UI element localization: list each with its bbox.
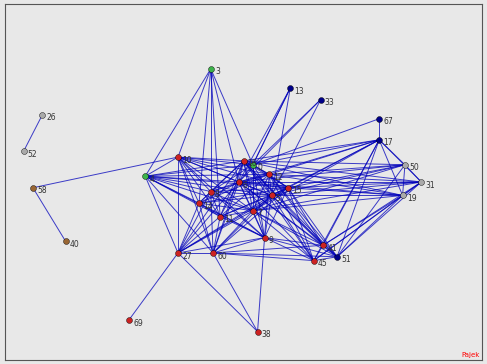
Text: 9: 9 xyxy=(269,236,274,245)
Text: 33: 33 xyxy=(325,98,335,107)
Text: 60: 60 xyxy=(217,252,227,261)
Point xyxy=(417,179,425,185)
Text: 5: 5 xyxy=(276,194,281,203)
Point xyxy=(240,158,247,164)
Point xyxy=(284,185,292,191)
Point xyxy=(265,171,273,177)
Point xyxy=(125,317,133,323)
Point xyxy=(261,235,268,241)
Text: 15: 15 xyxy=(292,186,302,195)
Point xyxy=(249,208,257,214)
Text: 16: 16 xyxy=(248,159,257,169)
Text: 11: 11 xyxy=(225,215,234,224)
Text: 4: 4 xyxy=(150,175,154,184)
Point xyxy=(268,193,276,198)
Point xyxy=(310,258,318,264)
Point xyxy=(399,193,407,198)
Point xyxy=(207,66,215,72)
Point xyxy=(207,189,215,194)
Point xyxy=(333,254,341,260)
Text: 17: 17 xyxy=(383,138,393,147)
Text: 0: 0 xyxy=(257,163,262,172)
Text: 19: 19 xyxy=(407,194,416,203)
Point xyxy=(401,162,409,168)
Point xyxy=(317,96,325,102)
Text: 52: 52 xyxy=(28,150,37,159)
Point xyxy=(29,185,37,191)
Text: 13: 13 xyxy=(295,87,304,96)
Text: 69: 69 xyxy=(133,318,143,328)
Text: 14: 14 xyxy=(203,202,213,211)
Text: 12: 12 xyxy=(273,173,283,182)
Point xyxy=(209,250,217,256)
Text: 67: 67 xyxy=(383,117,393,126)
Point xyxy=(216,214,224,219)
Point xyxy=(174,250,182,256)
Text: 3: 3 xyxy=(215,67,220,76)
Point xyxy=(375,137,383,143)
Text: Pajek: Pajek xyxy=(461,352,480,359)
Text: 8: 8 xyxy=(215,190,220,199)
Text: 58: 58 xyxy=(37,186,47,195)
Point xyxy=(319,242,327,248)
Text: 7: 7 xyxy=(257,209,262,218)
Text: 26: 26 xyxy=(46,114,56,122)
Point xyxy=(375,116,383,122)
Text: 6: 6 xyxy=(243,181,248,190)
Point xyxy=(19,149,27,154)
Text: 50: 50 xyxy=(409,163,419,172)
Point xyxy=(38,112,46,118)
Point xyxy=(141,173,149,179)
Point xyxy=(286,85,294,91)
Text: 51: 51 xyxy=(341,256,351,264)
Text: 27: 27 xyxy=(182,252,192,261)
Point xyxy=(174,154,182,160)
Text: 40: 40 xyxy=(70,240,79,249)
Point xyxy=(195,200,203,206)
Text: 38: 38 xyxy=(262,330,271,339)
Point xyxy=(249,162,257,168)
Point xyxy=(235,179,243,185)
Point xyxy=(254,329,262,335)
Text: 41: 41 xyxy=(327,244,337,253)
Text: 10: 10 xyxy=(182,156,192,165)
Point xyxy=(62,238,70,244)
Text: 31: 31 xyxy=(426,181,435,190)
Text: 45: 45 xyxy=(318,259,328,268)
